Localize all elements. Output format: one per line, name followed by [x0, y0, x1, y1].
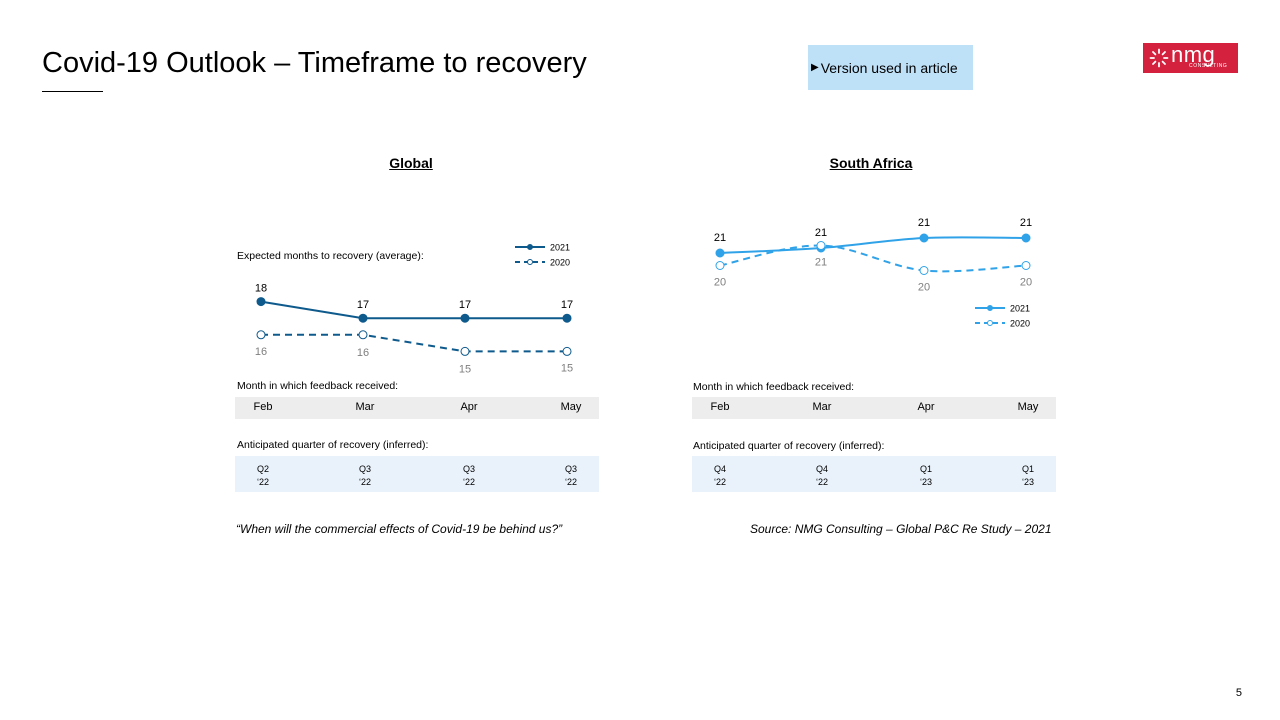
- title-underline: [42, 91, 103, 92]
- data-point-2021: [461, 314, 469, 322]
- south-africa-month: May: [1018, 401, 1039, 413]
- legend-marker-2020: [988, 321, 993, 326]
- legend-label-2020: 2020: [550, 258, 570, 268]
- legend-label-2021: 2021: [1010, 304, 1030, 314]
- global-question: “When will the commercial effects of Cov…: [236, 522, 562, 536]
- legend-label-2021: 2021: [550, 243, 570, 253]
- data-label-2021: 21: [918, 217, 930, 229]
- data-label-2020: 20: [918, 282, 930, 294]
- global-month-row: Feb Mar Apr May: [235, 397, 599, 419]
- source-note: Source: NMG Consulting – Global P&C Re S…: [750, 522, 1052, 536]
- south-africa-quarter-row: Q4 ‘22 Q4 ‘22 Q1 ‘23 Q1 ‘23: [692, 456, 1056, 492]
- series-line-2020: [720, 245, 1026, 271]
- legend-marker-2021: [528, 245, 533, 250]
- south-africa-month: Feb: [711, 401, 730, 413]
- data-label-2020: 20: [1020, 277, 1032, 289]
- data-point-2021: [920, 234, 928, 242]
- series-line-2020: [261, 335, 567, 352]
- global-month: Feb: [254, 401, 273, 413]
- legend-marker-2020: [528, 260, 533, 265]
- global-line-chart: 18 17 17 17 16 16 15 15 2021 2020: [230, 235, 610, 375]
- data-point-2020: [716, 262, 724, 270]
- legend-label-2020: 2020: [1010, 319, 1030, 329]
- global-heading: Global: [389, 155, 433, 171]
- global-quarter-label: Anticipated quarter of recovery (inferre…: [237, 439, 428, 451]
- global-month: Apr: [460, 401, 477, 413]
- data-point-2020: [461, 347, 469, 355]
- data-label-2020: 15: [459, 363, 471, 375]
- version-badge[interactable]: ▶ Version used in article: [808, 45, 973, 90]
- global-quarter: Q2 ‘22: [257, 463, 269, 489]
- logo-subtext: CONSULTING: [1189, 63, 1227, 69]
- data-label-2021: 17: [357, 299, 369, 311]
- legend-marker-2021: [988, 306, 993, 311]
- page-title: Covid-19 Outlook – Timeframe to recovery: [42, 47, 587, 80]
- south-africa-quarter: Q1 ‘23: [1022, 463, 1034, 489]
- global-quarter: Q3 ‘22: [463, 463, 475, 489]
- global-month-label: Month in which feedback received:: [237, 380, 398, 392]
- south-africa-month-row: Feb Mar Apr May: [692, 397, 1056, 419]
- south-africa-quarter: Q4 ‘22: [816, 463, 828, 489]
- data-point-2021: [716, 249, 724, 257]
- data-label-2021: 18: [255, 283, 267, 295]
- data-point-2021: [1022, 234, 1030, 242]
- data-point-2020: [257, 331, 265, 339]
- data-label-2021: 21: [1020, 217, 1032, 229]
- data-label-2021: 17: [459, 299, 471, 311]
- global-month: Mar: [356, 401, 375, 413]
- data-point-2021: [563, 314, 571, 322]
- data-label-2021: 17: [561, 299, 573, 311]
- data-label-2020: 20: [714, 277, 726, 289]
- global-month: May: [561, 401, 582, 413]
- data-label-2020: 16: [255, 346, 267, 358]
- logo-burst-icon: [1149, 48, 1169, 68]
- south-africa-month-label: Month in which feedback received:: [693, 381, 854, 393]
- nmg-logo: nmg CONSULTING: [1143, 43, 1238, 73]
- data-point-2020: [563, 347, 571, 355]
- data-label-2021: 21: [815, 227, 827, 239]
- data-label-2020: 21: [815, 257, 827, 269]
- south-africa-heading: South Africa: [830, 155, 913, 171]
- global-quarter: Q3 ‘22: [359, 463, 371, 489]
- data-point-2020: [359, 331, 367, 339]
- south-africa-month: Apr: [917, 401, 934, 413]
- south-africa-month: Mar: [813, 401, 832, 413]
- series-line-2021: [720, 237, 1026, 253]
- data-point-2020: [1022, 262, 1030, 270]
- global-quarter: Q3 ‘22: [565, 463, 577, 489]
- data-point-2020: [817, 242, 825, 250]
- page-number: 5: [1236, 687, 1242, 699]
- data-point-2020: [920, 267, 928, 275]
- series-line-2021: [261, 302, 567, 319]
- data-label-2021: 21: [714, 232, 726, 244]
- south-africa-quarter: Q4 ‘22: [714, 463, 726, 489]
- data-label-2020: 16: [357, 347, 369, 359]
- data-point-2021: [359, 314, 367, 322]
- data-label-2020: 15: [561, 362, 573, 374]
- global-quarter-row: Q2 ‘22 Q3 ‘22 Q3 ‘22 Q3 ‘22: [235, 456, 599, 492]
- version-badge-label: Version used in article: [821, 60, 958, 76]
- play-arrow-icon: ▶: [811, 62, 819, 73]
- data-point-2021: [257, 298, 265, 306]
- south-africa-quarter: Q1 ‘23: [920, 463, 932, 489]
- south-africa-quarter-label: Anticipated quarter of recovery (inferre…: [693, 440, 884, 452]
